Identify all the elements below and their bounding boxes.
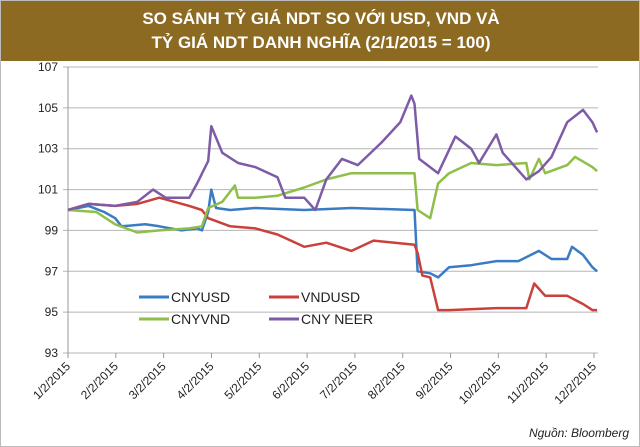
legend-label: VNDUSD: [301, 289, 360, 305]
y-tick-label: 95: [45, 305, 59, 319]
x-tick-label: 1/2/2015: [30, 359, 73, 402]
x-tick-label: 6/2/2015: [269, 359, 312, 402]
source-note: Nguồn: Bloomberg: [528, 426, 629, 440]
x-tick-label: 5/2/2015: [221, 359, 264, 402]
chart-title-line-1: SO SÁNH TỶ GIÁ NDT SO VỚI USD, VND VÀ: [142, 9, 500, 28]
y-tick-label: 97: [45, 264, 59, 278]
series-line-cnyusd: [67, 188, 598, 279]
legend-label: CNYUSD: [171, 289, 230, 305]
x-tick-label: 9/2/2015: [413, 359, 456, 402]
x-tick-label: 7/2/2015: [317, 359, 360, 402]
series-line-cnyvnd: [67, 155, 598, 234]
series-line-vndusd: [67, 196, 598, 312]
x-tick-label: 4/2/2015: [174, 359, 217, 402]
x-tick-label: 8/2/2015: [365, 359, 408, 402]
legend-label: CNYVND: [171, 311, 230, 327]
y-tick-label: 107: [38, 60, 58, 74]
x-tick-label: 12/2/2015: [551, 359, 599, 407]
y-tick-label: 93: [45, 346, 59, 360]
legend-label: CNY NEER: [301, 311, 373, 327]
x-tick-label: 10/2/2015: [456, 359, 504, 407]
series-line-cny-neer: [67, 94, 599, 212]
chart-title-line-2: TỶ GIÁ NDT DANH NGHĨA (2/1/2015 = 100): [151, 33, 491, 52]
y-tick-label: 105: [38, 101, 58, 115]
x-tick-label: 3/2/2015: [126, 359, 169, 402]
y-tick-label: 103: [38, 142, 58, 156]
x-tick-label: 2/2/2015: [78, 359, 121, 402]
chart-header: SO SÁNH TỶ GIÁ NDT SO VỚI USD, VND VÀ TỶ…: [1, 1, 639, 61]
y-tick-label: 101: [38, 183, 58, 197]
y-tick-label: 99: [45, 223, 59, 237]
x-tick-label: 11/2/2015: [504, 359, 551, 406]
